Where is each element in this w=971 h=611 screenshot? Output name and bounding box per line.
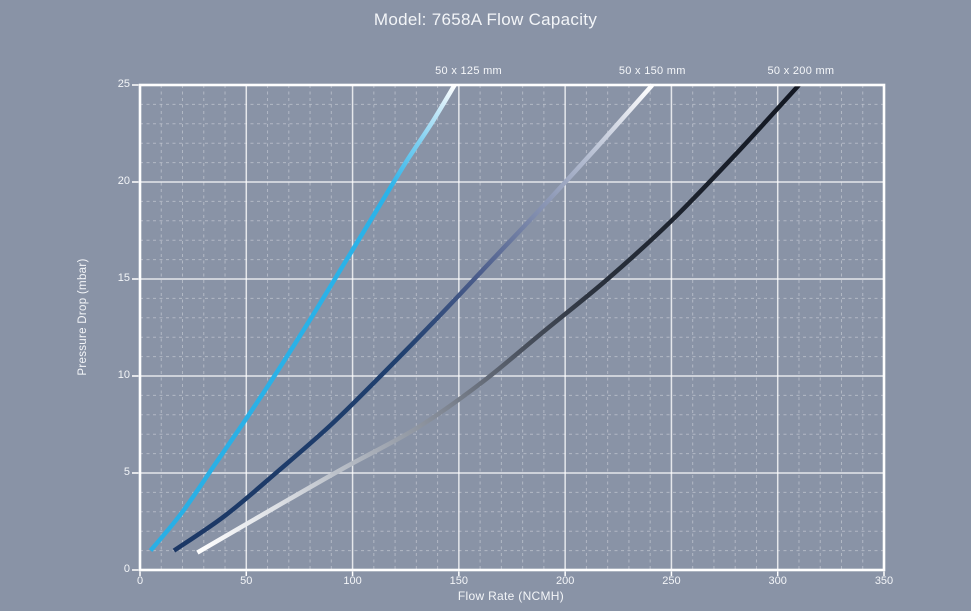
- y-tick-label: 15: [117, 272, 130, 284]
- series-label-50x125mm: 50 x 125 mm: [435, 65, 503, 77]
- x-tick-label: 0: [136, 575, 144, 587]
- x-tick-label: 100: [343, 575, 362, 587]
- x-axis-title: Flow Rate (NCMH): [457, 589, 565, 603]
- y-tick-label: 25: [117, 78, 130, 90]
- series-line-50x200mm: [196, 83, 801, 555]
- series-line-50x150mm: [172, 83, 654, 553]
- y-axis-title: Pressure Drop (mbar): [77, 258, 89, 376]
- x-tick-label: 300: [768, 575, 787, 587]
- chart-canvas: [132, 83, 886, 576]
- chart-title: Model: 7658A Flow Capacity: [373, 10, 598, 29]
- x-tick-label: 200: [555, 575, 575, 587]
- series-label-50x150mm: 50 x 150 mm: [618, 65, 686, 77]
- series-label-50x200mm: 50 x 200 mm: [767, 65, 835, 77]
- x-tick-label: 350: [874, 575, 894, 587]
- y-tick-label: 10: [117, 369, 130, 381]
- y-tick-label: 0: [123, 563, 130, 575]
- x-tick-label: 50: [240, 575, 253, 587]
- x-tick-label: 250: [662, 575, 681, 587]
- plot-frame: [138, 83, 886, 572]
- series-line-50x125mm: [148, 83, 457, 553]
- x-tick-label: 150: [449, 575, 469, 587]
- y-tick-label: 5: [123, 466, 130, 478]
- y-tick-label: 20: [117, 175, 130, 187]
